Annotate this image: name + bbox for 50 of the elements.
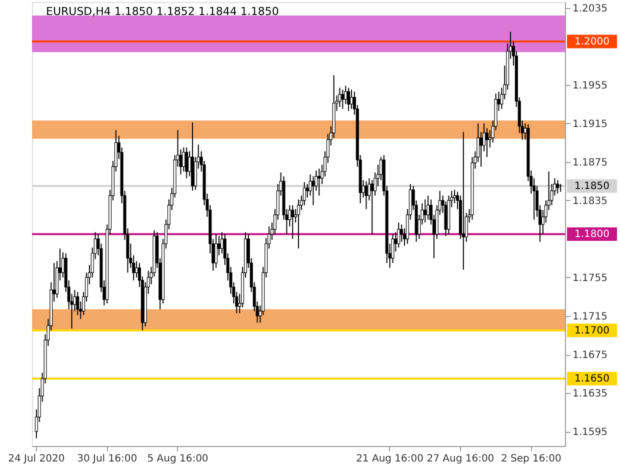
candlestick (306, 184, 309, 198)
ref-line-label: 1.1800 (574, 229, 610, 240)
candlestick (341, 89, 344, 110)
candlestick (312, 176, 315, 206)
candlestick (391, 234, 394, 264)
candlestick (182, 146, 186, 172)
candlestick (485, 128, 488, 158)
candlestick (400, 224, 404, 242)
candlestick (291, 204, 294, 240)
y-tick-label: 1.2035 (572, 3, 608, 14)
y-tick-label: 1.1675 (572, 350, 608, 362)
candlestick (135, 260, 138, 278)
candlestick (338, 87, 342, 108)
ref-line-label: 1.1650 (574, 374, 610, 385)
y-tick-label: 1.1715 (572, 311, 608, 322)
candlestick (318, 168, 321, 196)
x-tick-label: 2 Sep 16:00 (500, 454, 562, 464)
y-tick-label: 1.1755 (572, 272, 608, 284)
candlestick (297, 198, 300, 250)
y-tick-label: 1.1835 (572, 196, 608, 207)
chart-title: EURUSD,H4 1.1850 1.1852 1.1844 1.1850 (46, 5, 279, 18)
candlestick (302, 182, 306, 206)
x-tick-label: 30 Jul 16:00 (77, 454, 138, 464)
y-tick-label: 1.1875 (572, 157, 608, 168)
candlestick (347, 87, 350, 112)
y-tick-label: 1.1635 (572, 388, 608, 400)
candlestick (350, 89, 354, 110)
x-tick-label: 21 Aug 16:00 (356, 454, 424, 464)
candlestick (185, 146, 188, 179)
candlestick (76, 291, 80, 316)
candlestick (364, 180, 368, 210)
candlestick (556, 180, 560, 194)
ref-line-label: 1.1850 (574, 180, 610, 192)
candlestick (214, 234, 218, 268)
candlestick (480, 132, 483, 168)
y-tick-label: 1.1595 (572, 427, 608, 438)
candlestick (426, 195, 430, 220)
y-tick-label: 1.1915 (572, 118, 608, 130)
ref-line-label: 1.1700 (574, 325, 610, 336)
x-tick-label: 27 Aug 16:00 (426, 454, 494, 464)
candlestick (397, 222, 400, 248)
candlestick (370, 180, 374, 235)
candlestick (462, 132, 465, 270)
x-tick-label: 5 Aug 16:00 (147, 454, 208, 464)
candlestick (453, 189, 456, 204)
candlestick (344, 85, 348, 105)
candlestick (424, 198, 427, 224)
ref-line-label: 1.2000 (574, 36, 610, 48)
y-tick-label: 1.1955 (572, 80, 608, 92)
x-tick-label: 24 Jul 2020 (8, 454, 65, 464)
